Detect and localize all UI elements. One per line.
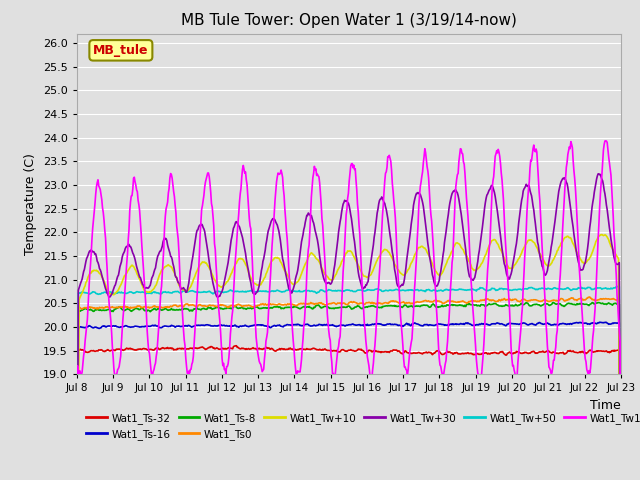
X-axis label: Time: Time bbox=[590, 399, 621, 412]
Title: MB Tule Tower: Open Water 1 (3/19/14-now): MB Tule Tower: Open Water 1 (3/19/14-now… bbox=[181, 13, 516, 28]
Y-axis label: Temperature (C): Temperature (C) bbox=[24, 153, 37, 255]
Legend: Wat1_Ts-32, Wat1_Ts-16, Wat1_Ts-8, Wat1_Ts0, Wat1_Tw+10, Wat1_Tw+30, Wat1_Tw+50,: Wat1_Ts-32, Wat1_Ts-16, Wat1_Ts-8, Wat1_… bbox=[82, 409, 640, 444]
Text: MB_tule: MB_tule bbox=[93, 44, 148, 57]
